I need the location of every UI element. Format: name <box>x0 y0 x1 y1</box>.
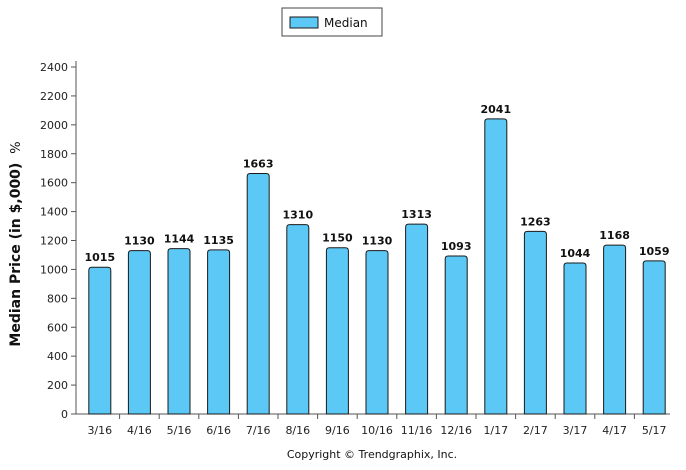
x-tick-label-6/16: 6/16 <box>206 424 231 437</box>
bar-12/16 <box>444 255 468 415</box>
y-tick-label: 400 <box>47 350 68 363</box>
data-label-10/16: 1130 <box>362 235 393 248</box>
bar-2/17 <box>523 230 547 415</box>
data-label-1/17: 2041 <box>480 103 511 116</box>
data-label-5/17: 1059 <box>639 245 670 258</box>
data-label-7/16: 1663 <box>243 158 274 171</box>
x-tick-label-5/16: 5/16 <box>167 424 192 437</box>
data-label-4/17: 1168 <box>599 229 630 242</box>
copyright-text: Copyright © Trendgraphix, Inc. <box>287 448 457 461</box>
x-tick-label-3/16: 3/16 <box>87 424 112 437</box>
x-tick-label-5/17: 5/17 <box>642 424 667 437</box>
y-tick-label: 800 <box>47 292 68 305</box>
data-label-6/16: 1135 <box>203 234 234 247</box>
x-tick-label-1/17: 1/17 <box>483 424 508 437</box>
y-tick-label: 2000 <box>40 119 68 132</box>
x-tick-label-9/16: 9/16 <box>325 424 350 437</box>
data-label-2/17: 1263 <box>520 215 551 228</box>
y-axis-label: Median Price (in $,000) % <box>8 141 24 346</box>
data-label-3/17: 1044 <box>560 247 591 260</box>
data-label-12/16: 1093 <box>441 240 472 253</box>
x-tick-label-11/16: 11/16 <box>401 424 433 437</box>
y-tick-label: 600 <box>47 321 68 334</box>
x-tick-label-10/16: 10/16 <box>361 424 393 437</box>
legend-swatch <box>289 16 319 29</box>
data-label-8/16: 1310 <box>282 209 313 222</box>
bar-10/16 <box>365 250 389 415</box>
x-tick-label-4/16: 4/16 <box>127 424 152 437</box>
bar-5/16 <box>167 248 191 415</box>
y-tick-label: 2200 <box>40 90 68 103</box>
x-axis-ticks: 3/16 4/16 5/16 6/16 7/16 8/16 9/16 10/16 11/16 12… <box>87 414 667 437</box>
y-axis-ticks: 0 200 400 600 800 1000 1200 1400 1600 1800 2000 220… <box>40 61 76 421</box>
bars: 1015 1130 1144 1135 1663 1310 1150 1130 1313 1093… <box>84 103 670 415</box>
bar-6/16 <box>207 249 231 415</box>
x-tick-label-12/16: 12/16 <box>440 424 472 437</box>
y-tick-label: 1400 <box>40 206 68 219</box>
bar-4/16 <box>127 250 151 415</box>
y-tick-label: 200 <box>47 379 68 392</box>
x-tick-label-2/17: 2/17 <box>523 424 548 437</box>
bar-4/17 <box>603 244 627 415</box>
bar-9/16 <box>325 247 349 415</box>
bar-7/16 <box>246 173 270 415</box>
legend-label: Median <box>324 16 368 30</box>
data-label-9/16: 1150 <box>322 232 353 245</box>
bar-5/17 <box>642 260 666 415</box>
y-tick-label: 2400 <box>40 61 68 74</box>
y-tick-label: 1800 <box>40 148 68 161</box>
data-label-11/16: 1313 <box>401 208 432 221</box>
x-tick-label-7/16: 7/16 <box>246 424 271 437</box>
y-tick-label: 1000 <box>40 263 68 276</box>
bar-3/16 <box>88 266 112 415</box>
x-tick-label-4/17: 4/17 <box>602 424 627 437</box>
data-label-3/16: 1015 <box>84 251 115 264</box>
y-tick-label: 1600 <box>40 177 68 190</box>
bar-11/16 <box>405 223 429 415</box>
y-tick-label: 1200 <box>40 235 68 248</box>
x-tick-label-3/17: 3/17 <box>563 424 588 437</box>
data-label-5/16: 1144 <box>164 233 195 246</box>
x-tick-label-8/16: 8/16 <box>285 424 310 437</box>
bar-3/17 <box>563 262 587 415</box>
y-tick-label: 0 <box>61 408 68 421</box>
legend: Median <box>281 7 383 37</box>
bar-8/16 <box>286 224 310 415</box>
data-label-4/16: 1130 <box>124 235 155 248</box>
bar-1/17 <box>484 118 508 415</box>
